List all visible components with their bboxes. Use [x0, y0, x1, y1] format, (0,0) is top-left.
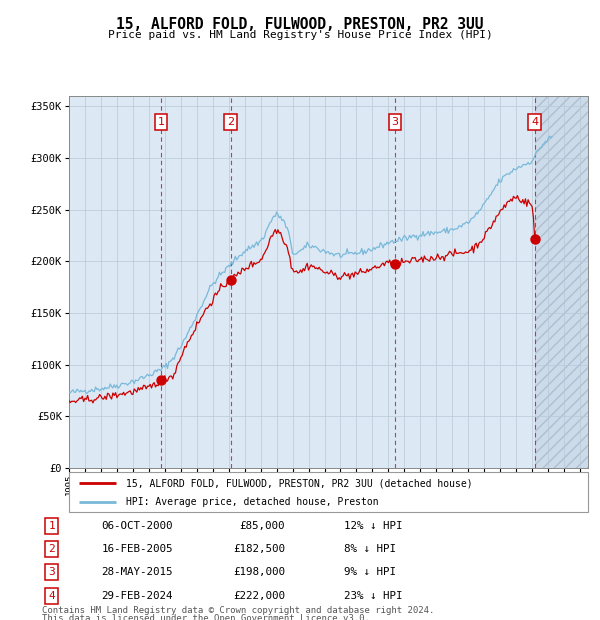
Text: £198,000: £198,000	[233, 567, 285, 577]
Text: 3: 3	[391, 117, 398, 127]
Text: 16-FEB-2005: 16-FEB-2005	[101, 544, 173, 554]
Text: 29-FEB-2024: 29-FEB-2024	[101, 591, 173, 601]
Text: £222,000: £222,000	[233, 591, 285, 601]
Text: 9% ↓ HPI: 9% ↓ HPI	[344, 567, 397, 577]
Text: 23% ↓ HPI: 23% ↓ HPI	[344, 591, 403, 601]
Text: 4: 4	[531, 117, 538, 127]
Text: 8% ↓ HPI: 8% ↓ HPI	[344, 544, 397, 554]
Text: 06-OCT-2000: 06-OCT-2000	[101, 521, 173, 531]
Text: Price paid vs. HM Land Registry's House Price Index (HPI): Price paid vs. HM Land Registry's House …	[107, 30, 493, 40]
Text: This data is licensed under the Open Government Licence v3.0.: This data is licensed under the Open Gov…	[42, 614, 370, 620]
Text: 4: 4	[49, 591, 55, 601]
Text: 2: 2	[49, 544, 55, 554]
Text: Contains HM Land Registry data © Crown copyright and database right 2024.: Contains HM Land Registry data © Crown c…	[42, 606, 434, 615]
FancyBboxPatch shape	[69, 472, 588, 511]
Text: £85,000: £85,000	[239, 521, 285, 531]
Text: 15, ALFORD FOLD, FULWOOD, PRESTON, PR2 3UU (detached house): 15, ALFORD FOLD, FULWOOD, PRESTON, PR2 3…	[126, 479, 473, 489]
Text: 15, ALFORD FOLD, FULWOOD, PRESTON, PR2 3UU: 15, ALFORD FOLD, FULWOOD, PRESTON, PR2 3…	[116, 17, 484, 32]
Text: 1: 1	[49, 521, 55, 531]
Text: 1: 1	[157, 117, 164, 127]
Text: HPI: Average price, detached house, Preston: HPI: Average price, detached house, Pres…	[126, 497, 379, 507]
Text: 2: 2	[227, 117, 234, 127]
Text: 12% ↓ HPI: 12% ↓ HPI	[344, 521, 403, 531]
Text: 3: 3	[49, 567, 55, 577]
Text: £182,500: £182,500	[233, 544, 285, 554]
Bar	[535, 96, 588, 468]
Text: 28-MAY-2015: 28-MAY-2015	[101, 567, 173, 577]
